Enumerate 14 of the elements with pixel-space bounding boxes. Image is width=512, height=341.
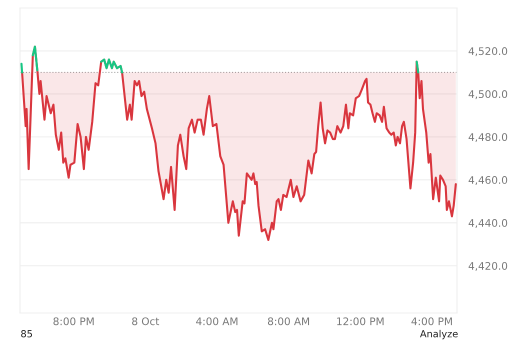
text: 85 xyxy=(21,330,32,338)
y-tick-label: 4,440.0 xyxy=(468,219,508,228)
y-tick-label: 4,520.0 xyxy=(468,47,508,56)
x-tick-label: 12:00 PM xyxy=(337,317,384,326)
x-tick-label: 8 Oct xyxy=(132,317,160,326)
y-tick-label: 4,480.0 xyxy=(468,133,508,142)
x-tick-label: 8:00 AM xyxy=(268,317,310,326)
y-tick-label: 4,500.0 xyxy=(468,90,508,100)
y-tick-label: 4,420.0 xyxy=(468,262,508,271)
x-tick-label: 4:00 PM xyxy=(411,317,452,326)
x-tick-label: 8:00 PM xyxy=(53,317,94,326)
text: Analyze xyxy=(420,330,458,340)
y-tick-label: 4,460.0 xyxy=(468,176,508,185)
x-tick-label: 4:00 AM xyxy=(196,317,238,326)
